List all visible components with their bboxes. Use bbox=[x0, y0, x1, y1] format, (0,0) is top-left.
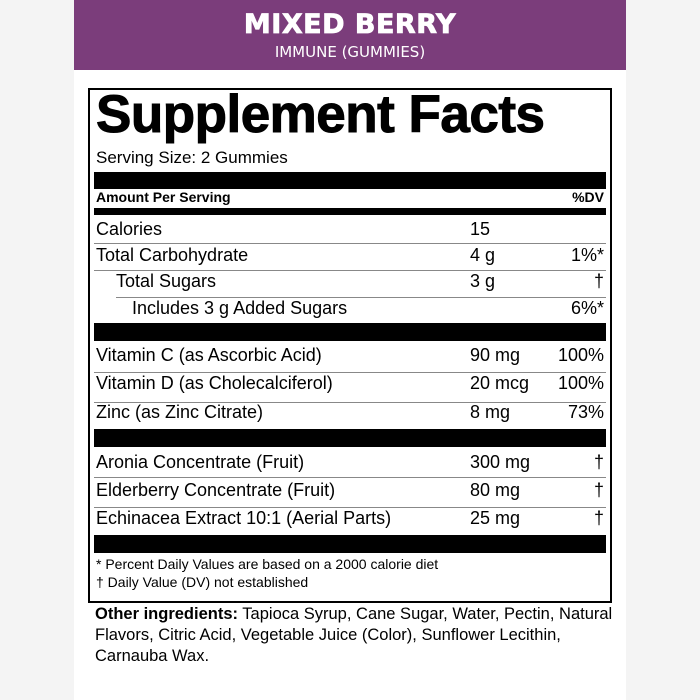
serving-size: Serving Size: 2 Gummies bbox=[96, 148, 288, 167]
nutrient-dv: † bbox=[593, 271, 604, 291]
divider-thick bbox=[94, 323, 606, 341]
nutrient-name: Echinacea Extract 10:1 (Aerial Parts) bbox=[96, 508, 392, 528]
nutrient-amount: 20 mcg bbox=[470, 373, 530, 393]
footnote-percent-dv: * Percent Daily Values are based on a 20… bbox=[96, 556, 439, 572]
nutrient-name: Total Sugars bbox=[116, 271, 217, 291]
nutrient-dv: † bbox=[593, 480, 604, 500]
footnote-dv-not-established: † Daily Value (DV) not established bbox=[96, 574, 309, 590]
product-header: MIXED BERRY IMMUNE (GUMMIES) bbox=[74, 0, 626, 70]
nutrient-amount: 300 mg bbox=[470, 452, 531, 472]
facts-title: Supplement Facts bbox=[95, 85, 545, 145]
product-subtitle: IMMUNE (GUMMIES) bbox=[274, 43, 426, 61]
nutrient-dv: 6%* bbox=[570, 298, 604, 318]
divider-thick bbox=[94, 172, 606, 189]
nutrient-dv: 73% bbox=[567, 402, 604, 422]
nutrient-amount: 90 mg bbox=[470, 345, 521, 365]
nutrient-amount: 4 g bbox=[470, 245, 496, 265]
nutrient-name: Includes 3 g Added Sugars bbox=[132, 298, 348, 318]
nutrient-amount: 8 mg bbox=[470, 402, 511, 422]
other-ingredients-text: Tapioca Syrup, Cane Sugar, Water, Pectin… bbox=[95, 605, 613, 665]
row-divider bbox=[116, 297, 606, 298]
nutrient-dv: 100% bbox=[557, 345, 604, 365]
row-divider bbox=[94, 507, 606, 508]
nutrient-name: Vitamin C (as Ascorbic Acid) bbox=[96, 345, 322, 365]
nutrient-amount: 15 bbox=[470, 219, 491, 239]
nutrient-name: Zinc (as Zinc Citrate) bbox=[96, 402, 264, 422]
divider-thick bbox=[94, 429, 606, 447]
amount-per-serving-header: Amount Per Serving bbox=[96, 189, 231, 205]
nutrient-name: Vitamin D (as Cholecalciferol) bbox=[96, 373, 333, 393]
other-ingredients: Other ingredients: Tapioca Syrup, Cane S… bbox=[95, 604, 615, 667]
nutrient-amount: 80 mg bbox=[470, 480, 521, 500]
row-divider bbox=[94, 477, 606, 478]
nutrient-dv: 100% bbox=[557, 373, 604, 393]
nutrient-amount: 3 g bbox=[470, 271, 496, 291]
nutrient-name: Elderberry Concentrate (Fruit) bbox=[96, 480, 336, 500]
divider-thick bbox=[94, 535, 606, 553]
label-panel bbox=[74, 0, 626, 700]
row-divider bbox=[94, 372, 606, 373]
row-divider bbox=[94, 243, 606, 244]
nutrient-name: Aronia Concentrate (Fruit) bbox=[96, 452, 305, 472]
product-name: MIXED BERRY bbox=[243, 9, 457, 41]
supplement-facts-panel: Supplement Facts Serving Size: 2 Gummies… bbox=[88, 85, 612, 603]
nutrient-name: Total Carbohydrate bbox=[96, 245, 249, 265]
divider-medium bbox=[94, 208, 606, 215]
row-divider bbox=[94, 402, 606, 403]
nutrient-amount: 25 mg bbox=[470, 508, 521, 528]
dv-header: %DV bbox=[572, 189, 604, 205]
nutrient-dv: † bbox=[593, 452, 604, 472]
nutrient-dv: † bbox=[593, 508, 604, 528]
other-ingredients-label: Other ingredients: bbox=[95, 605, 239, 623]
nutrient-dv: 1%* bbox=[570, 245, 604, 265]
nutrient-name: Calories bbox=[96, 219, 163, 239]
row-divider bbox=[94, 270, 606, 271]
